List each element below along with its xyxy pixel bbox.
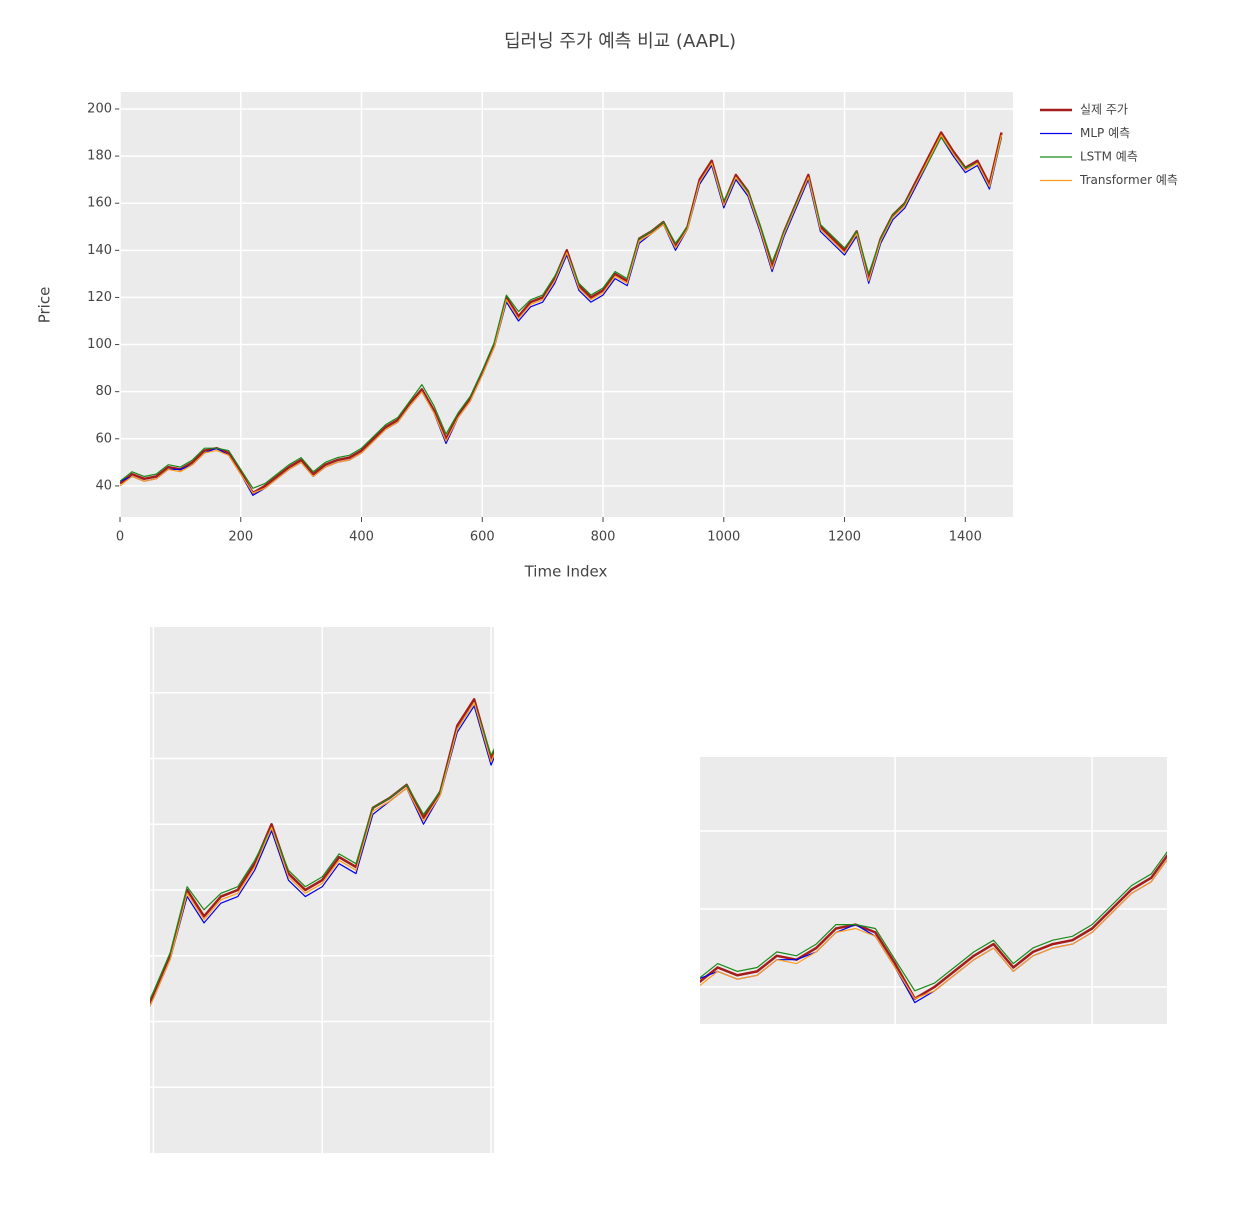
legend-label[interactable]: Transformer 예측 [1079,173,1178,187]
y-tick-label: 160 [87,196,112,211]
y-tick-label: 140 [87,243,112,258]
series-line [700,853,1167,1000]
y-tick-label: 80 [95,384,112,399]
y-tick-label: 40 [95,478,112,493]
x-tick-label: 1400 [949,530,982,545]
y-tick-label: 180 [87,149,112,164]
legend-label[interactable]: LSTM 예측 [1080,150,1138,164]
series-line [150,705,494,1008]
x-tick-label: 800 [591,530,616,545]
legend-label[interactable]: 실제 주가 [1080,103,1128,117]
y-tick-label: 120 [87,290,112,305]
series-line [700,858,1167,1000]
series-line [700,851,1167,992]
series-line [120,134,1003,494]
series-line [120,136,1003,489]
series-line [150,702,494,1001]
x-tick-label: 0 [116,530,124,545]
y-tick-label: 60 [95,431,112,446]
x-tick-label: 1200 [828,530,861,545]
y-tick-label: 100 [87,337,112,352]
x-axis-title: Time Index [524,563,608,581]
series-line [150,702,494,1008]
y-axis-title: Price [36,287,54,324]
x-tick-label: 200 [228,530,253,545]
legend-label[interactable]: MLP 예측 [1080,126,1130,140]
plot-background [700,757,1167,1024]
chart-title: 딥러닝 주가 예측 비교 (AAPL) [504,31,736,52]
plot-background [120,92,1013,517]
x-tick-label: 1000 [707,530,740,545]
y-tick-label: 200 [87,101,112,116]
x-tick-label: 600 [470,530,495,545]
x-tick-label: 400 [349,530,374,545]
